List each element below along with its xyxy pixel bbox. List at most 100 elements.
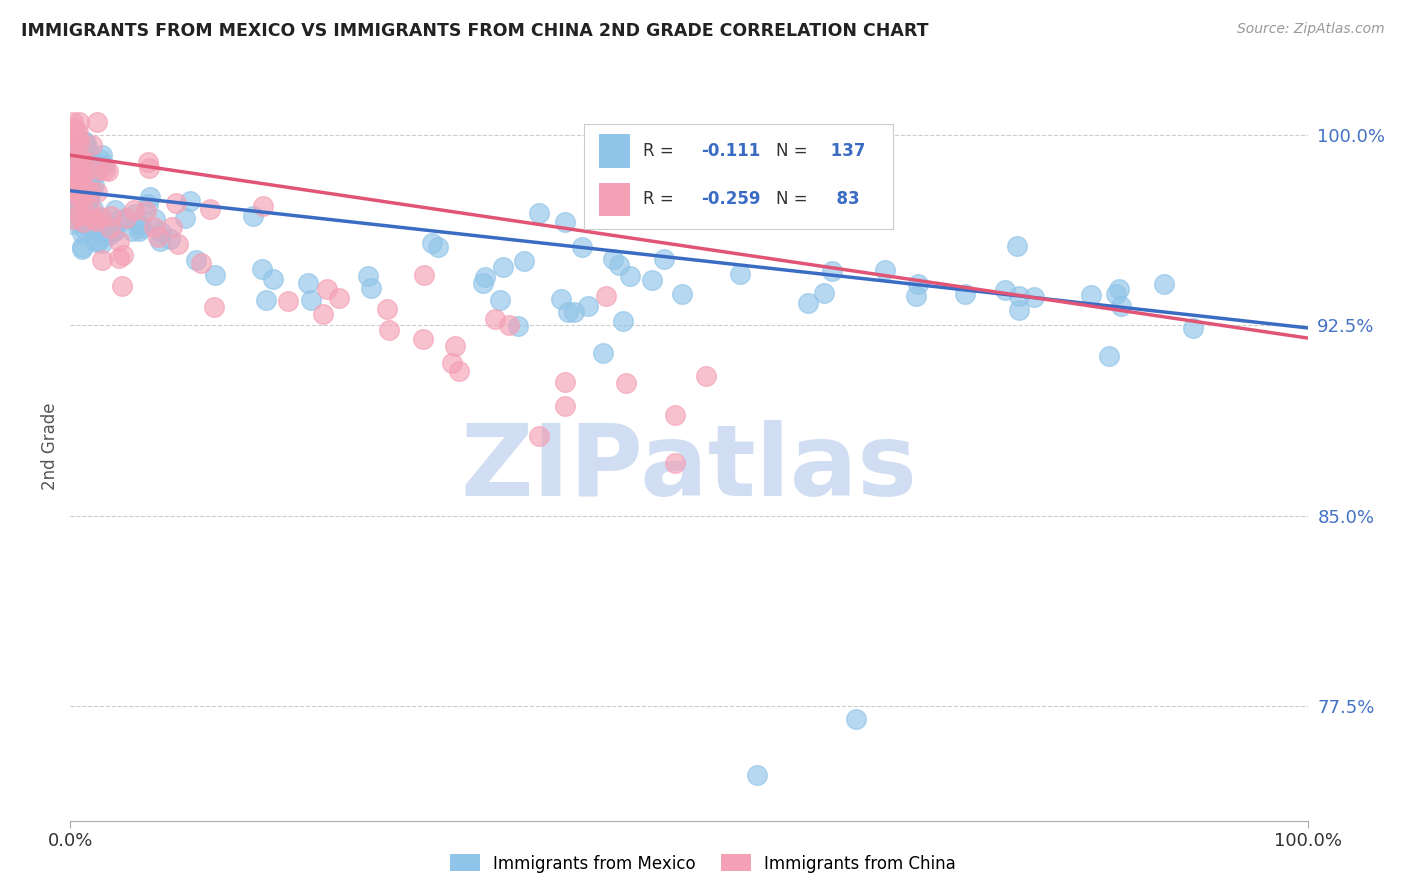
Point: [59, 126, 82, 140]
Point: [70, 226, 93, 240]
Point: [77, 174, 100, 188]
Point: [77, 205, 100, 219]
Point: [730, 267, 752, 281]
Point: [554, 215, 576, 229]
Point: [86, 185, 108, 199]
Point: [60, 217, 83, 231]
Point: [72, 153, 94, 168]
Point: [67, 130, 90, 145]
Point: [84, 213, 107, 227]
Point: [70, 151, 93, 165]
Point: [745, 768, 768, 782]
Point: [73, 148, 96, 162]
Point: [139, 190, 162, 204]
Point: [93, 217, 115, 231]
Point: [65, 169, 87, 184]
Point: [69, 168, 91, 182]
Point: [254, 293, 277, 307]
Point: [484, 312, 506, 326]
Point: [65, 168, 87, 182]
Point: [489, 293, 512, 307]
Legend: Immigrants from Mexico, Immigrants from China: Immigrants from Mexico, Immigrants from …: [443, 847, 963, 880]
Point: [512, 254, 534, 268]
Point: [62, 204, 84, 219]
Point: [375, 301, 398, 316]
Point: [72, 168, 94, 182]
Point: [441, 356, 464, 370]
Point: [1098, 349, 1121, 363]
Point: [82, 202, 104, 216]
Point: [62, 173, 84, 187]
Point: [474, 270, 496, 285]
Point: [73, 158, 96, 172]
Point: [103, 224, 125, 238]
Point: [91, 252, 114, 267]
Point: [65, 148, 87, 162]
Point: [166, 237, 188, 252]
Point: [98, 221, 121, 235]
Point: [108, 213, 131, 227]
Point: [73, 222, 96, 236]
Point: [79, 189, 101, 203]
Point: [65, 150, 87, 164]
Point: [77, 161, 100, 176]
Point: [138, 196, 160, 211]
Point: [65, 198, 87, 212]
Point: [72, 197, 94, 211]
Point: [198, 202, 221, 216]
Point: [93, 158, 115, 172]
Point: [79, 172, 101, 186]
Point: [67, 200, 90, 214]
Point: [146, 230, 169, 244]
Point: [90, 235, 112, 250]
Text: Source: ZipAtlas.com: Source: ZipAtlas.com: [1237, 22, 1385, 37]
Point: [70, 240, 93, 254]
Point: [94, 162, 117, 177]
Point: [90, 210, 112, 224]
Point: [108, 251, 131, 265]
Point: [84, 235, 107, 250]
Point: [79, 201, 101, 215]
Point: [129, 221, 152, 235]
Point: [671, 287, 693, 301]
Point: [97, 228, 120, 243]
Point: [67, 170, 90, 185]
Point: [63, 120, 86, 135]
Point: [70, 202, 93, 216]
Point: [67, 115, 90, 129]
Point: [695, 368, 717, 383]
Point: [70, 175, 93, 189]
Point: [87, 219, 110, 233]
Point: [82, 138, 104, 153]
Point: [1007, 302, 1029, 317]
Point: [75, 136, 97, 150]
Point: [356, 268, 378, 283]
Point: [90, 215, 112, 229]
Point: [277, 294, 299, 309]
Point: [128, 218, 150, 232]
Point: [1108, 282, 1130, 296]
Point: [1008, 289, 1031, 303]
Point: [97, 164, 120, 178]
Point: [115, 211, 138, 226]
Point: [65, 137, 87, 152]
Point: [72, 134, 94, 148]
Point: [412, 332, 434, 346]
Point: [449, 364, 471, 378]
Point: [252, 199, 274, 213]
Point: [297, 276, 319, 290]
Point: [242, 209, 264, 223]
Point: [554, 399, 576, 413]
Point: [75, 183, 97, 197]
Point: [65, 155, 87, 169]
Point: [62, 140, 84, 154]
Point: [378, 323, 401, 337]
Point: [360, 281, 382, 295]
Point: [59, 156, 82, 170]
Point: [79, 184, 101, 198]
Point: [571, 240, 593, 254]
Point: [76, 219, 98, 233]
Point: [72, 202, 94, 216]
Point: [612, 313, 634, 327]
Point: [190, 256, 212, 270]
